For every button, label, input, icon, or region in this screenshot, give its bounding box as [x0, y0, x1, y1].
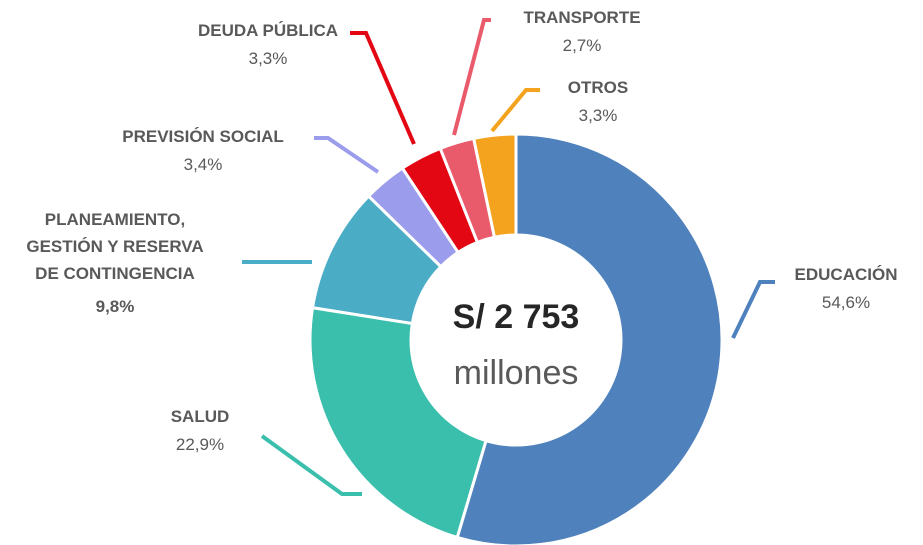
donut-slice — [455, 132, 724, 545]
value-label: 9,8% — [95, 297, 135, 316]
category-label: DEUDA PÚBLICA — [197, 21, 339, 40]
value-label: 3,3% — [578, 106, 618, 125]
center-label: S/ 2 753 — [453, 298, 580, 336]
leader-line — [490, 88, 540, 133]
category-label: EDUCACIÓN — [794, 265, 898, 284]
leader-line — [350, 31, 416, 145]
category-label: PLANEAMIENTO, GESTIÓN Y RESERVA DE CONTI… — [26, 210, 204, 283]
leader-line — [452, 18, 491, 136]
value-label: 54,6% — [821, 293, 871, 312]
donut-slice — [310, 194, 443, 326]
leader-line — [260, 434, 362, 496]
leader-line — [731, 280, 775, 339]
donut-slice — [400, 146, 480, 255]
value-label: 2,7% — [562, 36, 602, 55]
category-label: SALUD — [170, 407, 230, 426]
value-label: 22,9% — [175, 435, 225, 454]
category-label: OTROS — [567, 78, 629, 97]
center-sublabel: millones — [454, 354, 579, 392]
donut-slice — [308, 306, 488, 540]
category-label: TRANSPORTE — [523, 8, 641, 27]
donut-slice — [366, 166, 461, 269]
value-label: 3,3% — [248, 49, 288, 68]
value-label: 3,4% — [183, 155, 223, 174]
category-label: PREVISIÓN SOCIAL — [122, 127, 284, 146]
leader-line — [314, 136, 380, 174]
